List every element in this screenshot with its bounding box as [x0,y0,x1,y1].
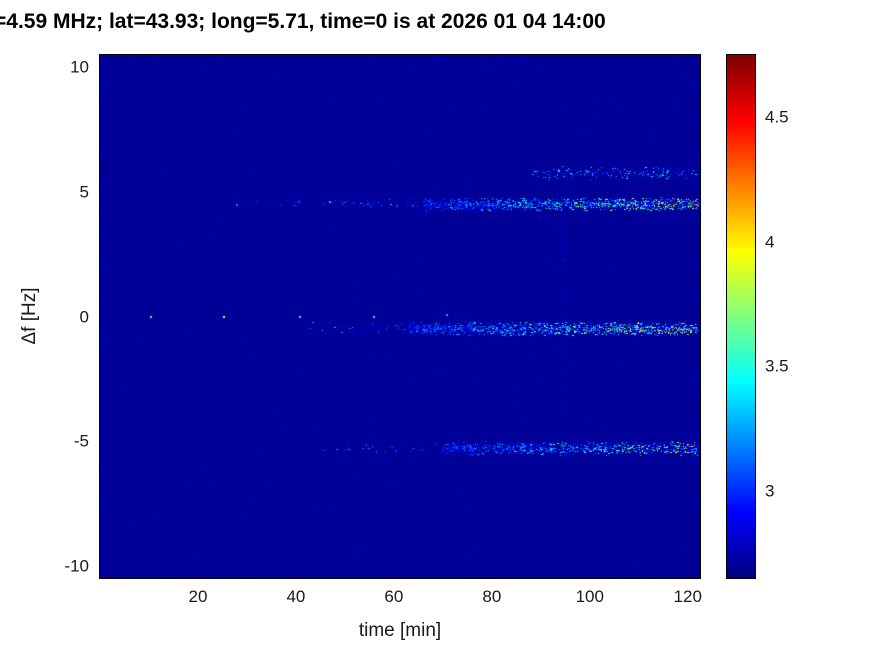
y-tick-label: 5 [79,182,89,202]
colorbar-tick-label: 3 [765,481,775,501]
heatmap-canvas [100,55,700,578]
x-tick-label: 60 [384,587,404,606]
y-axis-label: Δf [Hz] [19,287,40,345]
y-tick-label: 0 [79,307,89,326]
colorbar-tick-label: 3.5 [765,356,789,376]
x-tick-label: 100 [575,587,604,606]
x-tick-label: 20 [188,587,208,606]
heatmap-plot [99,54,701,579]
y-tick-label: 10 [70,57,89,77]
x-tick-label: 120 [673,587,702,606]
x-tick-label: 80 [482,587,502,606]
colorbar-tick-label: 4.5 [765,107,789,127]
colorbar [726,54,756,579]
y-tick-label: -5 [73,431,89,451]
colorbar-gradient [727,55,755,578]
x-tick-label: 40 [286,587,306,606]
colorbar-tick-label: 4 [765,232,775,252]
y-tick-label: -10 [64,556,89,576]
x-axis-label: time [min] [358,620,442,641]
chart-title: =4.59 MHz; lat=43.93; long=5.71, time=0 … [0,10,606,33]
